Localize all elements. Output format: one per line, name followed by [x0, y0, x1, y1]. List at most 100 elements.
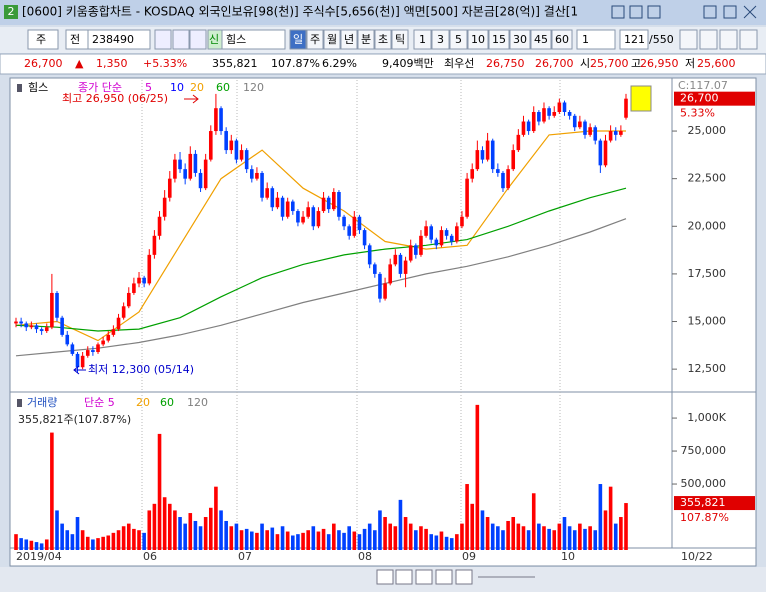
period-btn[interactable]: [374, 29, 392, 50]
candle-body: [547, 108, 551, 116]
candle-body: [414, 245, 418, 255]
y-tick-label: 1,000K: [687, 411, 726, 424]
candle-body: [424, 226, 428, 236]
interval-btn[interactable]: [551, 29, 573, 50]
volume-bar: [260, 523, 264, 550]
interval-btn[interactable]: [488, 29, 510, 50]
volume-bar: [234, 523, 239, 550]
volume-bar: [239, 530, 244, 550]
interval-btn[interactable]: [530, 29, 552, 50]
scroll-btn[interactable]: [415, 569, 433, 585]
volume-bar: [485, 517, 490, 550]
candle-body: [393, 254, 398, 265]
tool-btn[interactable]: [189, 29, 207, 50]
tool-btn[interactable]: [172, 29, 190, 50]
candle-body: [531, 112, 536, 132]
candle-body: [85, 350, 90, 356]
volume-bar: [613, 523, 618, 550]
scope-label: 전: [70, 33, 80, 46]
y-tick-label: 25,000: [688, 124, 727, 137]
interval-btn[interactable]: [431, 29, 450, 50]
minimize[interactable]: [703, 5, 717, 19]
tool-btn[interactable]: [739, 29, 758, 50]
candle-body: [557, 102, 562, 112]
candle-body: [378, 273, 382, 299]
title-icons: [611, 5, 757, 19]
volume-bar: [152, 503, 157, 550]
volume-bar: [270, 527, 275, 550]
volume-bar: [434, 535, 439, 550]
candle-body: [434, 239, 439, 246]
tool-btn[interactable]: [679, 29, 698, 50]
interval-label: 60: [555, 33, 569, 46]
candle-body: [480, 150, 485, 160]
interval-btn[interactable]: [413, 29, 432, 50]
volume-bar: [608, 486, 613, 550]
candle-body: [506, 169, 510, 189]
interval-label: 1: [419, 33, 426, 46]
candle-body: [485, 140, 490, 160]
candle-body: [367, 245, 372, 265]
candle-body: [470, 169, 475, 179]
title-icon[interactable]: [647, 5, 661, 19]
volume-bar: [511, 517, 516, 550]
period-btn[interactable]: [340, 29, 358, 50]
candle-body: [347, 226, 351, 236]
tool-btn[interactable]: [699, 29, 718, 50]
multiplier-select[interactable]: [576, 29, 616, 50]
maximize[interactable]: [723, 5, 737, 19]
candle-body: [296, 211, 300, 223]
period-btn[interactable]: [391, 29, 409, 50]
legend-item: 10: [170, 81, 184, 94]
y-tick-label: 22,500: [688, 172, 727, 185]
candle-body: [562, 102, 567, 112]
search-btn[interactable]: [154, 29, 172, 50]
scroll-btn[interactable]: [376, 569, 394, 585]
volume-bar: [516, 523, 521, 550]
tool-btn[interactable]: [719, 29, 738, 50]
candle-body: [306, 207, 310, 217]
candle-body: [444, 230, 449, 236]
candle-body: [373, 264, 377, 274]
period-btn[interactable]: [357, 29, 375, 50]
candle-body: [167, 178, 172, 198]
legend-item: 20: [190, 81, 204, 94]
count-input[interactable]: [619, 29, 649, 50]
volume-bar: [578, 523, 582, 550]
type-select[interactable]: [27, 29, 59, 50]
candle-body: [101, 340, 105, 345]
interval-label: 45: [534, 33, 548, 46]
title-icon[interactable]: [611, 5, 625, 19]
candle-body: [357, 216, 362, 231]
volume-bar: [219, 510, 223, 550]
volume-bar: [65, 530, 70, 550]
chart-area: [9, 77, 757, 549]
volume-bar: [531, 493, 536, 550]
interval-btn[interactable]: [449, 29, 468, 50]
interval-label: 30: [513, 33, 527, 46]
type-label: 주: [36, 33, 46, 46]
interval-btn[interactable]: [467, 29, 489, 50]
quote-item: 9,409백만: [382, 57, 434, 70]
period-btn[interactable]: [306, 29, 324, 50]
volume-bar: [408, 523, 413, 550]
volume-bar: [342, 532, 346, 550]
candle-body: [270, 188, 275, 208]
interval-btn[interactable]: [509, 29, 531, 50]
volume-bar: [501, 530, 505, 550]
volume-bar: [383, 517, 387, 550]
scroll-btn[interactable]: [395, 569, 413, 585]
window-title: [0600] 키움종합차트 - KOSDAQ 외국인보유[98(천)] 주식수[…: [22, 4, 578, 19]
close[interactable]: [743, 5, 757, 19]
scroll-btn[interactable]: [435, 569, 453, 585]
scroll-btn[interactable]: [455, 569, 473, 585]
period-btn[interactable]: [323, 29, 341, 50]
title-icon[interactable]: [629, 5, 643, 19]
code-input[interactable]: [87, 29, 151, 50]
volume-bar: [321, 528, 326, 550]
name-input[interactable]: [221, 29, 286, 50]
period-btn[interactable]: [289, 29, 307, 50]
candle-body: [60, 317, 64, 335]
volume-bar: [367, 523, 372, 550]
quote-item: 26,750: [486, 57, 525, 70]
